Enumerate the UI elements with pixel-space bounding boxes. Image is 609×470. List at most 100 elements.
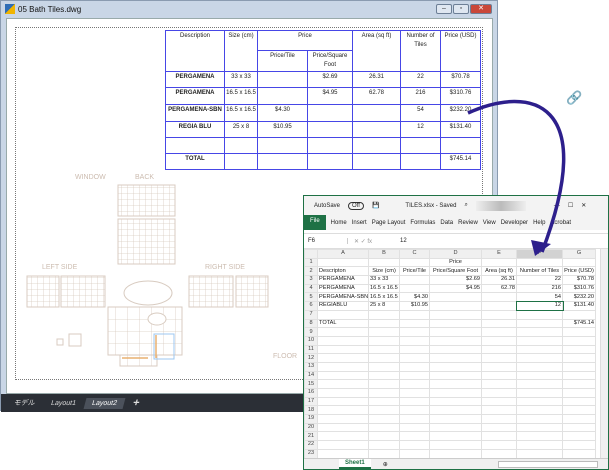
row-header[interactable]: 4 [304,283,318,294]
cell[interactable] [481,448,517,459]
row-header[interactable]: 10 [304,335,318,346]
cell[interactable] [317,344,369,355]
cell[interactable] [516,309,563,320]
ribbon-tab-data[interactable]: Data [440,219,454,226]
row-header[interactable]: 12 [304,353,318,363]
cell[interactable] [399,440,430,450]
cell[interactable]: Price/Square Foot [429,266,482,277]
row-header[interactable]: 9 [304,327,318,337]
cell[interactable] [368,414,400,424]
cell[interactable]: PERGAMENA [317,283,369,294]
cell[interactable] [481,414,517,424]
cell[interactable] [399,309,430,320]
ribbon-tab-page-layout[interactable]: Page Layout [371,219,406,226]
formula-input[interactable]: 12 [400,238,407,244]
cell[interactable] [368,335,400,346]
row-header[interactable]: 7 [304,309,318,320]
row-header[interactable]: 17 [304,396,318,407]
cell[interactable] [481,370,517,381]
cell[interactable] [368,405,400,416]
cell[interactable] [562,396,596,407]
cell[interactable] [516,370,563,381]
ribbon-tab-insert[interactable]: Insert [351,219,367,226]
column-header-C[interactable]: C [399,249,430,259]
ribbon-tab-home[interactable]: Home [330,219,347,226]
row-header[interactable]: 14 [304,370,318,381]
cell[interactable] [317,448,369,459]
cell[interactable] [481,405,517,416]
cell[interactable] [429,292,482,303]
add-sheet-button[interactable]: ⊕ [382,461,388,468]
search-icon[interactable]: ⌕ [464,202,468,208]
row-header[interactable]: 5 [304,292,318,303]
row-header[interactable]: 22 [304,440,318,450]
column-header-E[interactable]: E [481,249,517,259]
cell[interactable] [562,257,596,268]
cell[interactable] [399,414,430,424]
cell[interactable] [516,327,563,337]
cell[interactable] [429,370,482,381]
spreadsheet-grid[interactable]: A B C D E F G 1 Price 2 Descripton Size (cm) Price/T… [304,249,601,468]
cell[interactable] [562,422,596,433]
cell[interactable]: Price [429,257,482,268]
cell[interactable] [399,344,430,355]
row-header[interactable]: 23 [304,448,318,459]
cell[interactable] [399,405,430,416]
cell[interactable] [368,448,400,459]
cell[interactable]: 22 [516,275,563,285]
cell[interactable]: Price/Tile [399,266,430,277]
close-button[interactable]: ✕ [581,203,587,209]
cell[interactable] [562,335,596,346]
cell[interactable] [429,327,482,337]
save-icon[interactable]: 💾 [371,203,380,209]
cell[interactable] [429,309,482,320]
cell[interactable] [429,431,482,442]
cell[interactable] [368,431,400,442]
cell[interactable] [481,353,517,363]
cell[interactable] [481,335,517,346]
cell[interactable] [317,257,369,268]
cell[interactable] [516,431,563,442]
cell[interactable] [429,344,482,355]
cell[interactable] [317,388,369,398]
cell[interactable]: $4.95 [429,283,482,294]
cell[interactable] [429,318,482,329]
cell[interactable] [429,405,482,416]
cell[interactable] [516,448,563,459]
cell[interactable] [368,257,400,268]
cell[interactable] [368,327,400,337]
ribbon-tab-formulas[interactable]: Formulas [410,219,436,226]
cell[interactable] [317,309,369,320]
tab-layout2[interactable]: Layout2 [83,397,126,409]
cell[interactable] [399,361,430,372]
cell[interactable] [399,335,430,346]
cell[interactable] [399,431,430,442]
ribbon-tab-view[interactable]: View [482,219,496,226]
cell[interactable] [429,396,482,407]
cell[interactable] [429,448,482,459]
cell[interactable]: 33 x 33 [368,275,400,285]
cell[interactable] [516,257,563,268]
cell[interactable] [399,353,430,363]
row-header[interactable]: 19 [304,414,318,424]
cell[interactable] [562,353,596,363]
row-header[interactable]: 16 [304,388,318,398]
row-header[interactable]: 2 [304,266,318,277]
cell[interactable] [481,422,517,433]
cell[interactable] [516,440,563,450]
cell[interactable] [481,309,517,320]
cell[interactable]: $4.30 [399,292,430,303]
cell[interactable] [516,414,563,424]
cell[interactable] [429,301,482,311]
cell[interactable] [317,440,369,450]
column-header-F[interactable]: F [516,249,563,259]
cell[interactable] [481,327,517,337]
row-header[interactable]: 20 [304,422,318,433]
cell[interactable] [562,440,596,450]
row-header[interactable]: 3 [304,275,318,285]
ribbon-tab-review[interactable]: Review [458,219,478,226]
cell[interactable] [368,396,400,407]
sheet-tab-sheet1[interactable]: Sheet1 [339,459,371,469]
cell[interactable] [562,361,596,372]
cell[interactable] [481,361,517,372]
